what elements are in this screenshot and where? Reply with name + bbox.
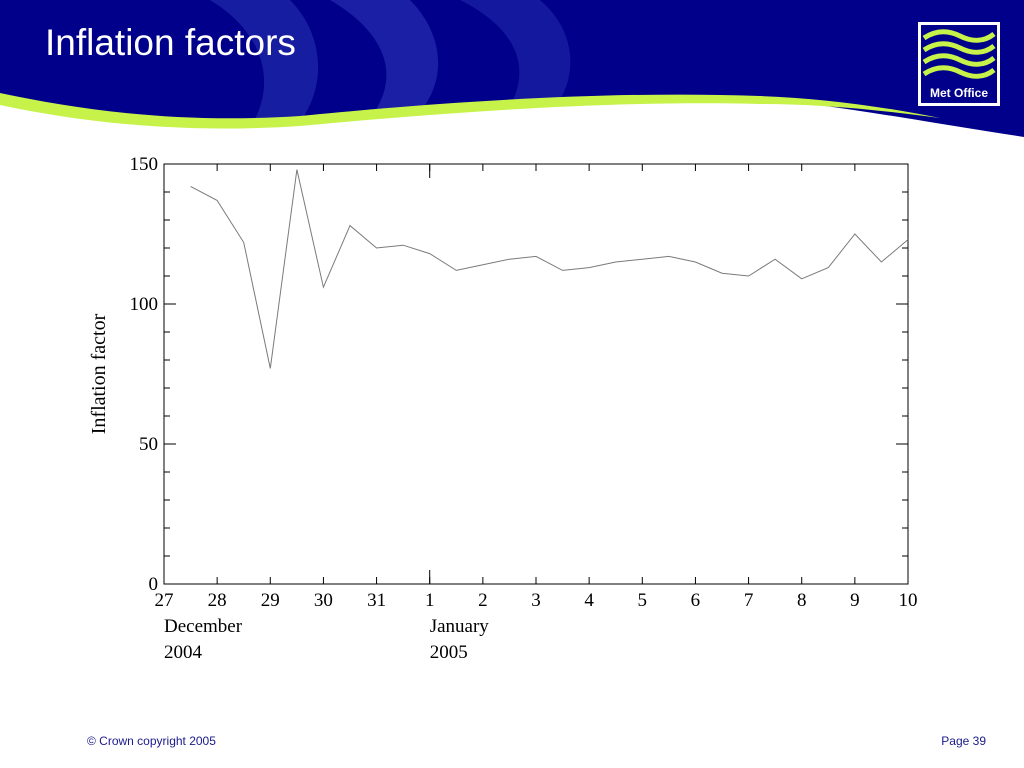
inflation-chart: 0 50 100 150 27 28 29 30 31 1 2 3 4 5 6 7 8 9 10 December… <box>88 154 918 663</box>
year-label: 2004 <box>164 642 203 663</box>
year-label: 2005 <box>430 642 468 663</box>
y-tick-label: 150 <box>130 154 159 175</box>
y-axis-label: Inflation factor <box>88 313 110 434</box>
x-tick-label: 28 <box>208 590 227 611</box>
y-tick-label: 0 <box>149 574 159 595</box>
x-tick-label: 8 <box>797 590 807 611</box>
x-tick-label: 30 <box>314 590 333 611</box>
x-tick-label: 6 <box>691 590 701 611</box>
plot-frame <box>163 163 909 585</box>
met-office-logo: Met Office <box>918 22 1000 106</box>
header-banner <box>0 0 1024 140</box>
x-tick-label: 3 <box>531 590 541 611</box>
x-tick-label: 10 <box>899 590 918 611</box>
month-label: December <box>164 616 243 637</box>
x-tick-label: 2 <box>478 590 488 611</box>
x-tick-label: 27 <box>155 590 174 611</box>
x-tick-label: 29 <box>261 590 280 611</box>
slide-title: Inflation factors <box>45 22 296 63</box>
x-tick-label: 5 <box>638 590 648 611</box>
x-tick-label: 31 <box>367 590 386 611</box>
footer-page-number: Page 39 <box>941 734 986 748</box>
x-tick-label: 1 <box>425 590 435 611</box>
x-tick-label: 4 <box>584 590 594 611</box>
series-line <box>190 169 909 369</box>
x-tick-label: 7 <box>744 590 754 611</box>
logo-text: Met Office <box>930 86 988 100</box>
y-tick-label: 50 <box>139 434 158 455</box>
month-label: January <box>430 616 490 637</box>
y-tick-label: 100 <box>130 294 159 315</box>
footer-copyright: © Crown copyright 2005 <box>87 734 216 748</box>
x-tick-label: 9 <box>850 590 860 611</box>
